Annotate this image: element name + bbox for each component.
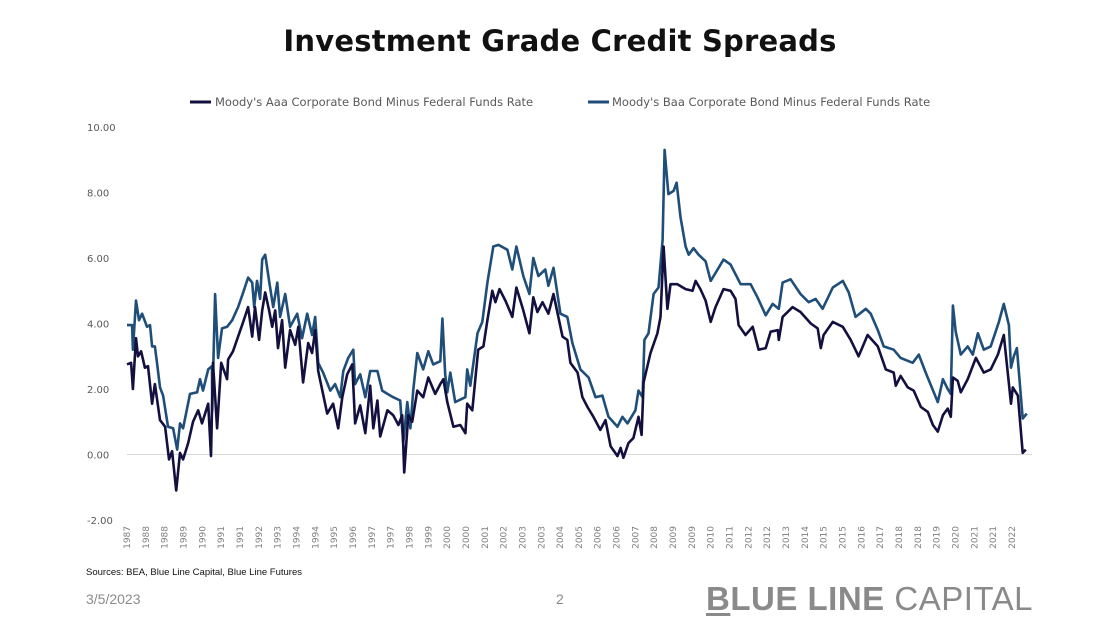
logo-bold-text: BLUE LINE	[706, 580, 885, 617]
x-tick-label: 2022	[1008, 526, 1018, 549]
x-tick-label: 2018	[895, 526, 905, 549]
x-tick-label: 1994	[311, 526, 321, 549]
x-tick-label: 2019	[933, 526, 943, 549]
x-tick-label: 1997	[368, 526, 378, 549]
x-tick-label: 1991	[217, 526, 227, 549]
chart-legend: Moody's Aaa Corporate Bond Minus Federal…	[190, 95, 930, 109]
x-tick-label: 1994	[292, 526, 302, 549]
x-tick-label: 1991	[236, 526, 246, 549]
x-tick-label: 2010	[707, 526, 717, 549]
x-tick-label: 2015	[839, 526, 849, 549]
y-tick-label: 8.00	[87, 189, 109, 200]
x-tick-label: 2020	[952, 526, 962, 549]
y-tick-label: 0.00	[87, 451, 109, 462]
x-tick-label: 1996	[349, 526, 359, 549]
x-tick-label: 2011	[726, 526, 736, 549]
x-axis: 1987 1988 1988 1989 1990 1991 1991 1992 1993 1994…	[123, 526, 1018, 549]
x-tick-label: 2017	[876, 526, 886, 549]
y-tick-label: 2.00	[87, 385, 109, 396]
y-tick-label: 10.00	[87, 123, 116, 134]
blue-line-capital-logo: BLUE LINE CAPITAL	[706, 580, 1033, 618]
x-tick-label: 1989	[179, 526, 189, 549]
y-tick-label: 4.00	[87, 320, 109, 331]
x-tick-label: 2006	[613, 526, 623, 549]
x-tick-label: 1998	[405, 526, 415, 549]
x-tick-label: 2012	[744, 526, 754, 549]
x-tick-label: 2007	[631, 526, 641, 549]
x-tick-label: 2021	[989, 526, 999, 549]
plot-area	[126, 148, 1028, 492]
x-tick-label: 2014	[801, 526, 811, 549]
series-line-aaa	[126, 245, 1027, 492]
x-tick-label: 2016	[857, 526, 867, 549]
x-tick-label: 1993	[274, 526, 284, 549]
slide-date: 3/5/2023	[86, 591, 141, 607]
legend-label-aaa: Moody's Aaa Corporate Bond Minus Federal…	[215, 95, 533, 109]
x-tick-label: 1990	[198, 526, 208, 549]
x-tick-label: 2013	[782, 526, 792, 549]
x-tick-label: 2000	[443, 526, 453, 549]
y-tick-label: -2.00	[87, 516, 113, 527]
x-tick-label: 1992	[255, 526, 265, 549]
x-tick-label: 1988	[142, 526, 152, 549]
x-tick-label: 2000	[462, 526, 472, 549]
y-axis: 10.00 8.00 6.00 4.00 2.00 0.00 -2.00	[87, 123, 1032, 527]
x-tick-label: 2004	[556, 526, 566, 549]
x-tick-label: 2012	[763, 526, 773, 549]
chart-title: Investment Grade Credit Spreads	[283, 24, 837, 58]
series-line-baa	[127, 148, 1028, 451]
x-tick-label: 2006	[594, 526, 604, 549]
x-tick-label: 2005	[575, 526, 585, 549]
x-tick-label: 2015	[820, 526, 830, 549]
x-tick-label: 2018	[914, 526, 924, 549]
y-tick-label: 6.00	[87, 254, 109, 265]
x-tick-label: 2021	[970, 526, 980, 549]
x-tick-label: 2009	[688, 526, 698, 549]
x-tick-label: 2009	[669, 526, 679, 549]
legend-label-baa: Moody's Baa Corporate Bond Minus Federal…	[612, 95, 930, 109]
page-number: 2	[556, 591, 564, 607]
x-tick-label: 2001	[481, 526, 491, 549]
x-tick-label: 2002	[500, 526, 510, 549]
x-tick-label: 1988	[161, 526, 171, 549]
x-tick-label: 1995	[330, 526, 340, 549]
sources-note: Sources: BEA, Blue Line Capital, Blue Li…	[86, 567, 302, 578]
x-tick-label: 1999	[424, 526, 434, 549]
x-tick-label: 2008	[650, 526, 660, 549]
x-tick-label: 2003	[518, 526, 528, 549]
logo-light-text: CAPITAL	[894, 580, 1033, 617]
x-tick-label: 1987	[123, 526, 133, 549]
x-tick-label: 2003	[537, 526, 547, 549]
x-tick-label: 1997	[387, 526, 397, 549]
